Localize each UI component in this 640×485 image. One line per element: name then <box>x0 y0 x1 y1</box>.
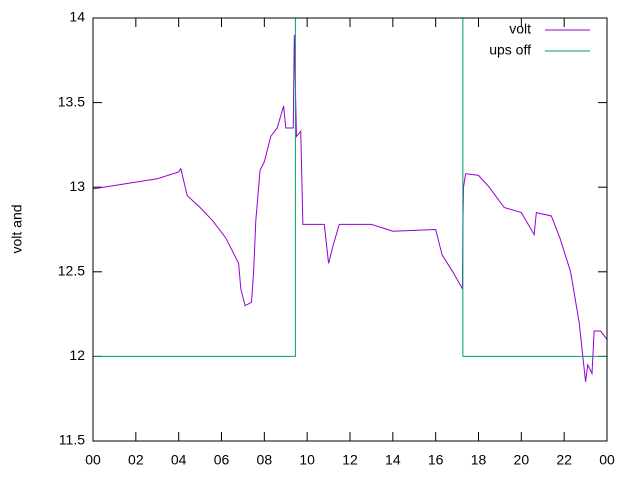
plot-border <box>92 17 608 442</box>
x-tick-label: 20 <box>514 452 530 468</box>
x-tick-label: 10 <box>299 452 315 468</box>
x-tick-label: 04 <box>171 452 187 468</box>
x-tick-label: 00 <box>85 452 101 468</box>
x-tick-label: 18 <box>471 452 487 468</box>
y-axis-label: volt and <box>9 204 25 253</box>
series-line <box>93 18 607 357</box>
legend-label: volt <box>509 21 531 37</box>
x-tick-label: 16 <box>428 452 444 468</box>
x-tick-label: 08 <box>257 452 273 468</box>
y-tick-label: 11.5 <box>59 432 85 448</box>
x-tick-label: 06 <box>214 452 230 468</box>
series-line <box>93 34 607 382</box>
x-tick-label: 14 <box>385 452 401 468</box>
y-tick-label: 14 <box>69 9 85 25</box>
x-tick-label: 12 <box>342 452 358 468</box>
legend-label: ups off <box>489 42 531 58</box>
y-tick-label: 12 <box>69 347 85 363</box>
x-tick-label: 22 <box>556 452 572 468</box>
y-tick-label: 12.5 <box>58 263 85 279</box>
x-tick-label: 02 <box>128 452 144 468</box>
x-tick-label: 00 <box>599 452 615 468</box>
y-tick-label: 13.5 <box>58 93 85 109</box>
y-tick-label: 13 <box>69 178 85 194</box>
